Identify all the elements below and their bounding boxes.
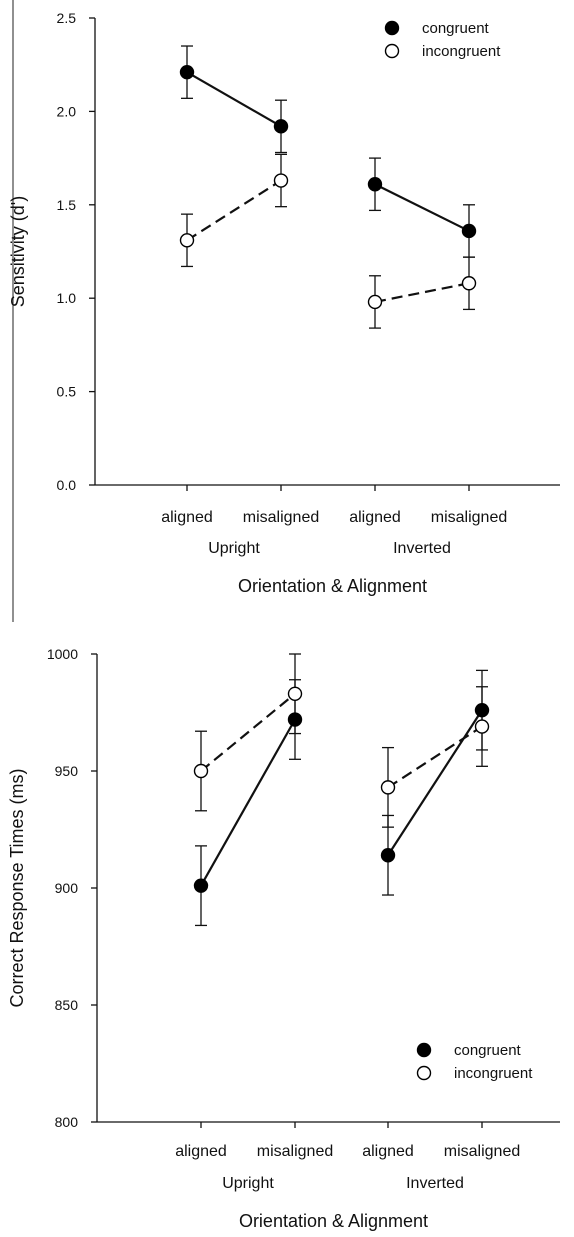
congruent-point bbox=[273, 119, 289, 134]
congruent-line-segment bbox=[186, 71, 282, 128]
congruent-legend-label: congruent bbox=[422, 20, 490, 37]
incongruent-point bbox=[287, 686, 303, 701]
congruent-line-segment bbox=[387, 709, 483, 856]
incongruent-legend-marker bbox=[384, 43, 400, 59]
incongruent-legend-marker bbox=[416, 1065, 432, 1081]
incongruent-point bbox=[380, 780, 396, 795]
congruent-line-segment bbox=[374, 183, 470, 232]
incongruent-point bbox=[474, 719, 490, 734]
congruent-point bbox=[380, 848, 396, 863]
congruent-legend-marker bbox=[384, 20, 400, 36]
incongruent-point bbox=[273, 173, 289, 188]
y-tick-label: 2.5 bbox=[57, 10, 77, 26]
congruent-point bbox=[367, 177, 383, 192]
congruent-point bbox=[461, 223, 477, 239]
x-ticks: aligned misaligned aligned misaligned Uprigh… bbox=[161, 485, 507, 557]
y-tick-label: 950 bbox=[55, 763, 79, 779]
incongruent-point bbox=[179, 233, 195, 248]
congruent-point bbox=[474, 702, 490, 718]
y-tick-label: 0.0 bbox=[57, 477, 77, 493]
congruent-line-segment bbox=[200, 718, 296, 887]
y-tick-label: 1.5 bbox=[57, 197, 77, 213]
x-category-label: misaligned bbox=[444, 1143, 520, 1160]
incongruent-point bbox=[193, 763, 209, 779]
x-group-label: Upright bbox=[208, 540, 260, 557]
congruent-point bbox=[287, 712, 303, 727]
x-category-label: aligned bbox=[175, 1143, 227, 1160]
congruent-point bbox=[193, 878, 209, 893]
legend: congruent incongruent bbox=[384, 20, 501, 60]
y-tick-label: 850 bbox=[55, 997, 79, 1013]
x-category-label: aligned bbox=[349, 509, 401, 526]
x-category-label: misaligned bbox=[243, 509, 319, 526]
x-group-label: Upright bbox=[222, 1175, 274, 1192]
x-ticks: aligned misaligned aligned misaligned Uprigh… bbox=[175, 1122, 520, 1192]
y-ticks: 800 850 900 950 1000 bbox=[47, 646, 97, 1130]
y-tick-label: 1.0 bbox=[57, 290, 77, 306]
y-ticks: 0.0 0.5 1.0 1.5 2.0 2.5 bbox=[57, 10, 95, 493]
incongruent-point bbox=[367, 294, 383, 310]
legend: congruent incongruent bbox=[416, 1042, 533, 1082]
incongruent-line-segment bbox=[186, 179, 282, 242]
congruent-point bbox=[179, 64, 195, 80]
x-axis-title: Orientation & Alignment bbox=[239, 1211, 428, 1231]
incongruent-line-segment bbox=[200, 692, 296, 772]
sensitivity-chart: 0.00.51.01.52.02.5 aligned misaligned alig… bbox=[8, 10, 560, 596]
incongruent-point bbox=[461, 276, 477, 291]
congruent-legend-label: congruent bbox=[454, 1042, 522, 1059]
y-tick-label: 2.0 bbox=[57, 103, 77, 119]
incongruent-legend-label: incongruent bbox=[422, 43, 501, 60]
y-tick-label: 800 bbox=[55, 1114, 79, 1130]
x-category-label: aligned bbox=[362, 1143, 414, 1160]
y-tick-label: 900 bbox=[55, 880, 79, 896]
x-group-label: Inverted bbox=[406, 1175, 464, 1192]
y-tick-label: 0.5 bbox=[57, 384, 77, 400]
incongruent-line-segment bbox=[387, 725, 483, 789]
x-category-label: misaligned bbox=[257, 1143, 333, 1160]
x-category-label: aligned bbox=[161, 509, 213, 526]
incongruent-legend-label: incongruent bbox=[454, 1065, 533, 1082]
y-tick-label: 1000 bbox=[47, 646, 78, 662]
congruent-legend-marker bbox=[416, 1042, 432, 1058]
incongruent-line-segment bbox=[374, 282, 470, 304]
x-category-label: misaligned bbox=[431, 509, 507, 526]
series-layer bbox=[179, 45, 477, 329]
y-axis-title: Sensitivity (d') bbox=[8, 196, 28, 307]
y-axis-title: Correct Response Times (ms) bbox=[7, 768, 27, 1007]
x-group-label: Inverted bbox=[393, 540, 451, 557]
series-layer bbox=[193, 653, 490, 927]
x-axis-title: Orientation & Alignment bbox=[238, 576, 427, 596]
